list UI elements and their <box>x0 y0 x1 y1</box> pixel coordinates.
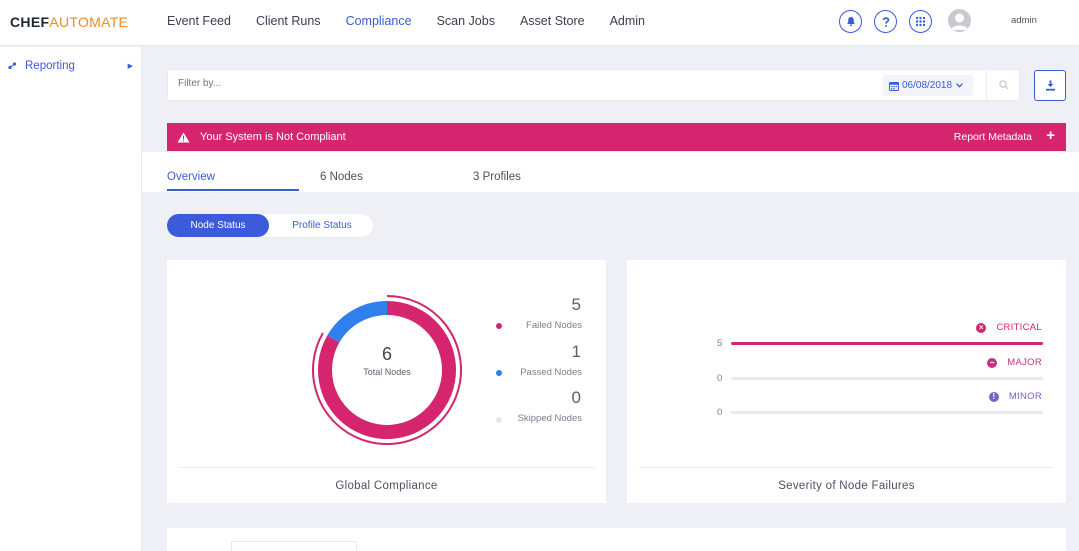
major-label[interactable]: − MAJOR <box>987 357 1042 368</box>
passed-nodes-count: 1 <box>571 342 581 361</box>
chevron-down-icon <box>956 83 964 88</box>
nav-client-runs[interactable]: Client Runs <box>255 14 321 28</box>
failed-nodes-dot <box>496 323 502 329</box>
nav-asset-store[interactable]: Asset Store <box>519 14 585 28</box>
report-tabs: Overview 6 Nodes 3 Profiles <box>142 152 1079 192</box>
status-toggle: Node Status Profile Status <box>167 214 373 237</box>
failed-nodes-label[interactable]: Failed Nodes <box>526 320 582 331</box>
warning-icon <box>177 132 190 142</box>
compliance-donut-chart <box>312 295 462 445</box>
major-label-text: MAJOR <box>1007 357 1042 368</box>
node-status-button[interactable]: Node Status <box>167 214 269 237</box>
sidebar: Reporting ▶ <box>0 47 142 551</box>
alert-message: Your System is Not Compliant <box>200 131 346 143</box>
skipped-nodes-label[interactable]: Skipped Nodes <box>517 413 582 424</box>
logo-text-automate: AUTOMATE <box>49 14 129 30</box>
total-nodes-count: 6 <box>381 344 392 364</box>
logo-text-chef: CHEF <box>10 14 50 30</box>
date-selector[interactable]: 06/08/2018 <box>883 75 973 96</box>
failed-nodes-count: 5 <box>571 295 581 314</box>
global-compliance-card: 6 Total Nodes 5 Failed Nodes 1 Passed No… <box>167 260 606 503</box>
main-nav: Event Feed Client Runs Compliance Scan J… <box>167 14 670 28</box>
minor-bar-track <box>731 411 1043 414</box>
card-divider <box>639 467 1053 468</box>
minor-label-text: MINOR <box>1008 391 1042 402</box>
failed-nodes-highlight-arc <box>312 295 462 445</box>
critical-label[interactable]: × CRITICAL <box>976 322 1042 333</box>
major-bar-track <box>731 377 1043 380</box>
apps-grid-icon[interactable] <box>909 10 932 33</box>
search-button[interactable] <box>986 70 1020 100</box>
minor-icon: ! <box>988 391 999 402</box>
username-label[interactable]: admin <box>1011 15 1037 26</box>
global-compliance-title: Global Compliance <box>335 480 438 492</box>
passed-nodes-slice[interactable] <box>327 301 388 343</box>
minor-count: 0 <box>717 407 723 418</box>
minor-label[interactable]: ! MINOR <box>988 391 1042 402</box>
nav-event-feed[interactable]: Event Feed <box>167 14 231 28</box>
nav-compliance[interactable]: Compliance <box>345 14 412 28</box>
report-metadata-link[interactable]: Report Metadata <box>953 131 1032 143</box>
passed-nodes-dot <box>496 370 502 376</box>
download-button[interactable] <box>1034 70 1066 101</box>
top-navbar: CHEFAUTOMATE Event Feed Client Runs Comp… <box>0 0 1079 46</box>
card-divider <box>178 467 595 468</box>
table-toolbar-box <box>231 541 357 551</box>
reporting-icon <box>8 62 17 70</box>
skipped-nodes-count: 0 <box>571 388 581 407</box>
severity-card: 5 × CRITICAL 0 − MAJOR 0 ! MINOR Severit… <box>627 260 1066 503</box>
critical-label-text: CRITICAL <box>996 322 1042 333</box>
total-nodes-label: Total Nodes <box>363 367 411 377</box>
tab-nodes[interactable]: 6 Nodes <box>320 171 363 183</box>
calendar-icon <box>889 81 899 91</box>
bell-icon[interactable] <box>839 10 862 33</box>
critical-bar-fill <box>731 342 1043 345</box>
major-count: 0 <box>717 373 723 384</box>
download-icon <box>1045 80 1055 91</box>
passed-nodes-label[interactable]: Passed Nodes <box>520 367 582 378</box>
active-tab-indicator <box>167 189 299 191</box>
filter-bar: 06/08/2018 <box>167 69 1020 101</box>
sidebar-item-label: Reporting <box>25 60 75 72</box>
date-value: 06/08/2018 <box>902 80 953 91</box>
sidebar-item-reporting[interactable]: Reporting ▶ <box>8 60 133 72</box>
chef-automate-logo[interactable]: CHEFAUTOMATE <box>10 14 128 30</box>
tab-profiles[interactable]: 3 Profiles <box>473 171 521 183</box>
user-avatar[interactable] <box>948 9 971 32</box>
major-icon: − <box>987 357 998 368</box>
skipped-nodes-dot <box>496 417 502 423</box>
chevron-right-icon: ▶ <box>127 63 133 70</box>
profile-status-button[interactable]: Profile Status <box>292 220 352 231</box>
results-table-card <box>167 528 1066 551</box>
compliance-alert-banner: Your System is Not Compliant Report Meta… <box>167 123 1066 151</box>
nav-admin[interactable]: Admin <box>609 14 646 28</box>
filter-input[interactable] <box>178 78 778 89</box>
critical-count: 5 <box>717 338 723 349</box>
search-icon <box>998 80 1008 90</box>
critical-icon: × <box>976 322 987 333</box>
nav-icon-group <box>839 10 932 33</box>
help-icon[interactable] <box>874 10 897 33</box>
failed-nodes-slice[interactable] <box>318 301 456 439</box>
tab-overview[interactable]: Overview <box>167 171 215 183</box>
nav-scan-jobs[interactable]: Scan Jobs <box>436 14 495 28</box>
critical-bar-track <box>731 342 1043 345</box>
plus-icon[interactable]: + <box>1046 127 1055 144</box>
severity-title: Severity of Node Failures <box>778 480 915 492</box>
